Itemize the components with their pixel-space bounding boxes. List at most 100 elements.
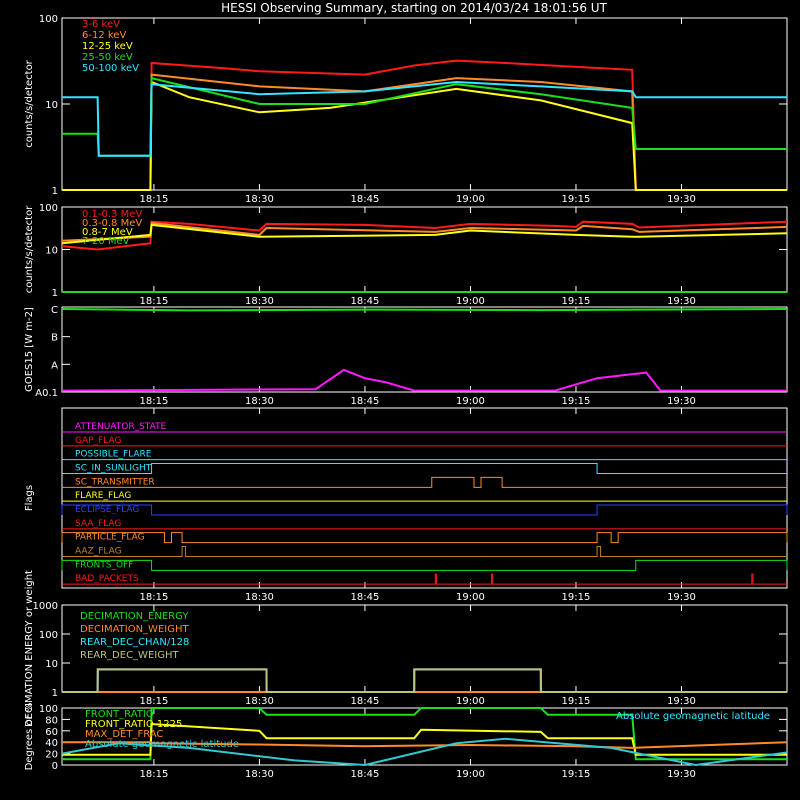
x-tick-label: 19:00: [456, 592, 485, 603]
legend-entry: 12-25 keV: [82, 41, 133, 52]
x-tick-label: 18:45: [351, 396, 380, 407]
y-tick-label: 1: [52, 688, 58, 699]
x-tick-label: 18:30: [245, 396, 274, 407]
x-tick-label: 19:15: [562, 194, 591, 205]
flag-label: SC_TRANSMITTER: [75, 477, 155, 487]
legend-entry: 6-12 keV: [82, 30, 126, 41]
x-tick-label: 19:30: [667, 396, 696, 407]
y-tick-label: 10: [45, 246, 58, 257]
x-tick-label: 18:15: [140, 592, 169, 603]
panel-decim: 18:15 18:30 18:45 19:00 19:15 19:30 DECIMATION…: [24, 570, 788, 727]
x-tick-label: 19:15: [562, 769, 591, 780]
series-line-3: [62, 668, 787, 693]
x-tick-label: 18:30: [245, 194, 274, 205]
flag-line-11: [62, 573, 787, 585]
x-tick-label: 19:30: [667, 769, 696, 780]
x-tick-label: 19:30: [667, 696, 696, 707]
panel-lowE: 18:15 18:30 18:45 19:00 19:15 19:30 counts/s/d…: [24, 14, 788, 205]
series-line-2: [62, 741, 788, 749]
flag-line-4: [62, 476, 787, 488]
series-line-0: [61, 308, 788, 312]
x-tick-label: 18:45: [351, 696, 380, 707]
x-tick-label: 18:15: [140, 296, 169, 307]
panel-goes: 18:15 18:30 18:45 19:00 19:15 19:30 GOES15 [W …: [24, 305, 788, 407]
series-line-3: [61, 737, 788, 767]
series-line-1: [62, 722, 787, 756]
flag-label: GAP_FLAG: [75, 436, 121, 446]
y-tick-label: 10: [45, 659, 58, 670]
x-tick-label: 18:45: [351, 769, 380, 780]
series-line-0: [62, 707, 787, 761]
legend-entry: DECIMATION_WEIGHT: [80, 624, 189, 635]
legend-entry: 0.8-7 MeV: [82, 227, 133, 238]
y-tick-label: 60: [45, 727, 58, 738]
flag-label: SC_IN_SUNLIGHT: [75, 464, 152, 474]
x-tick-label: 18:30: [245, 296, 274, 307]
panel-frame: [61, 407, 788, 589]
legend-entry: 0.1-0.3 MeV: [82, 209, 142, 220]
x-tick-label: 19:30: [667, 592, 696, 603]
y-tick-label: 0: [52, 761, 58, 772]
panel-frame: [61, 306, 788, 393]
legend-entry: REAR_DEC_WEIGHT: [80, 650, 179, 661]
annotation-geomag: Absolute geomagnetic latitude: [616, 711, 770, 722]
flag-label: POSSIBLE_FLARE: [75, 450, 152, 460]
x-tick-label: 18:45: [351, 592, 380, 603]
y-tick-label: 1: [52, 288, 58, 299]
flag-label: FLARE_FLAG: [75, 491, 131, 501]
y-tick-label: 100: [39, 704, 58, 715]
figure-title: HESSI Observing Summary, starting on 201…: [221, 1, 607, 15]
panel-flags: 18:15 18:30 18:45 19:00 19:15 19:30 Flags ATTEN…: [24, 407, 788, 603]
legend-entry: 3-6 keV: [82, 19, 120, 30]
x-tick-label: 19:15: [562, 696, 591, 707]
x-tick-label: 19:30: [667, 194, 696, 205]
y-axis-label: Flags: [24, 485, 35, 511]
y-tick-label: A: [51, 360, 58, 371]
x-tick-label: 18:45: [351, 296, 380, 307]
y-tick-label: 1000: [33, 601, 58, 612]
panel-pct: 18:15 18:30 18:45 19:00 19:15 19:30 Degrees or…: [24, 703, 788, 780]
y-tick-label: C: [51, 305, 58, 316]
flag-label: FRONTS_OFF: [75, 560, 133, 570]
panel-frame: [61, 17, 788, 191]
panel-highE: 18:15 18:30 18:45 19:00 19:15 19:30 counts/s/d…: [24, 203, 788, 307]
legend-entry: FRONT_RATIO: [85, 709, 154, 720]
x-tick-label: 18:30: [245, 592, 274, 603]
y-tick-label: 20: [45, 750, 58, 761]
series-line-4: [62, 80, 787, 157]
legend-entry: FRONT_RATIO 1225: [85, 719, 182, 730]
legend-entry: 0.3-0.8 MeV: [82, 218, 142, 229]
x-tick-label: 19:30: [667, 296, 696, 307]
y-axis-label: GOES15 [W m-2]: [24, 307, 35, 392]
x-tick-label: 18:15: [140, 769, 169, 780]
flag-label: PARTICLE_FLAG: [75, 533, 145, 543]
y-axis-label: counts/s/detector: [24, 205, 35, 293]
series-line-2: [62, 668, 787, 693]
flag-line-10: [61, 559, 788, 571]
series-line-1: [61, 368, 787, 392]
x-tick-label: 19:00: [456, 696, 485, 707]
x-tick-label: 19:15: [562, 396, 591, 407]
flag-label: ATTENUATOR_STATE: [75, 422, 167, 432]
x-tick-label: 19:00: [456, 296, 485, 307]
legend-entry: 50-100 keV: [82, 63, 139, 74]
x-tick-label: 18:15: [140, 396, 169, 407]
y-tick-label: 100: [39, 14, 58, 25]
legend-entry: 25-50 keV: [82, 52, 133, 63]
y-tick-label: 10: [45, 100, 58, 111]
x-tick-label: 18:30: [245, 769, 274, 780]
flag-label: BAD_PACKETS: [75, 574, 139, 584]
x-tick-label: 19:00: [456, 194, 485, 205]
y-axis-label: DECIMATION ENERGY or weight: [24, 570, 35, 727]
y-axis-label: Degrees or %: [24, 703, 35, 771]
series-line-2: [61, 223, 788, 245]
flag-line-3: [62, 463, 787, 474]
x-tick-label: 19:00: [456, 769, 485, 780]
y-tick-label: B: [51, 333, 58, 344]
flag-label: AAZ_FLAG: [75, 547, 122, 557]
legend-entry: DECIMATION_ENERGY: [80, 611, 189, 622]
legend-entry: MAX_DET_FRAC: [85, 729, 163, 740]
legend-entry: REAR_DEC_CHAN/128: [80, 637, 189, 648]
panels: 18:15 18:30 18:45 19:00 19:15 19:30 counts/s/d…: [24, 14, 788, 780]
